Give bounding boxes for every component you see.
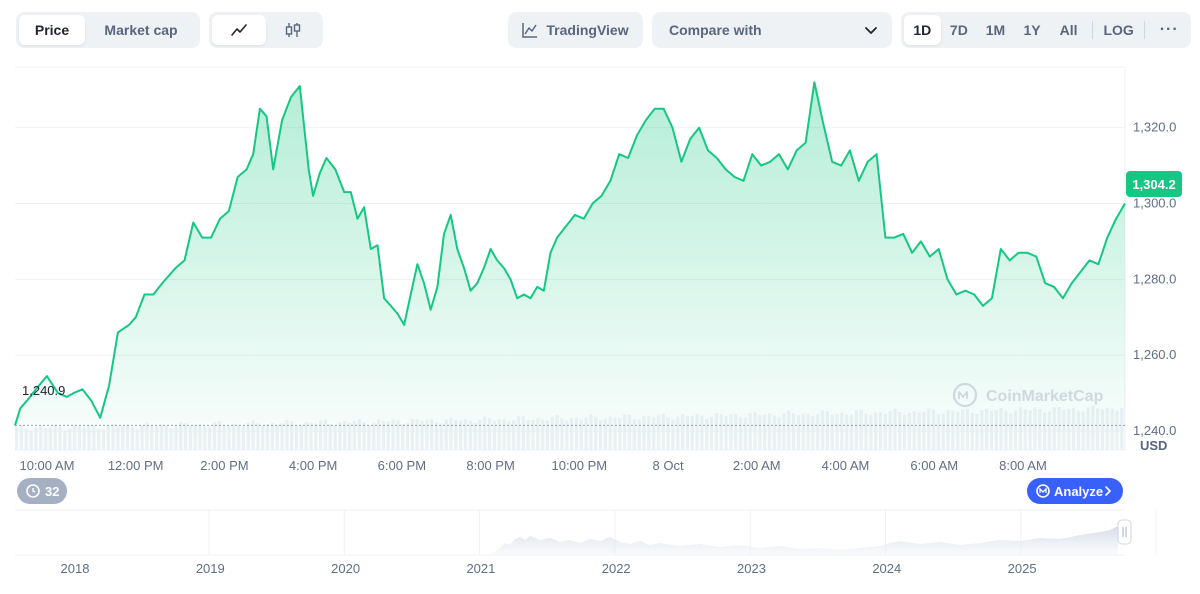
- events-badge[interactable]: 32: [17, 478, 67, 504]
- more-options-button[interactable]: ···: [1159, 21, 1179, 38]
- x-tick-label: 4:00 PM: [289, 458, 337, 473]
- history-year-label: 2020: [331, 561, 360, 576]
- price-marketcap-toggle: Price Market cap: [16, 12, 200, 48]
- x-tick-label: 6:00 PM: [378, 458, 426, 473]
- range-7d-button[interactable]: 7D: [949, 22, 968, 38]
- x-tick-label: 8:00 PM: [466, 458, 514, 473]
- x-tick-label: 2:00 AM: [733, 458, 781, 473]
- market-cap-tab[interactable]: Market cap: [104, 22, 178, 38]
- navigator-handle[interactable]: [1117, 519, 1132, 545]
- y-tick-label: 1,240.0: [1133, 423, 1176, 438]
- history-year-label: 2024: [872, 561, 901, 576]
- y-tick-label: 1,300.0: [1133, 196, 1176, 211]
- line-chart-button[interactable]: [212, 15, 266, 45]
- chevron-down-icon: [865, 27, 877, 34]
- y-tick-label: 1,320.0: [1133, 120, 1176, 135]
- tradingview-label: TradingView: [546, 22, 629, 38]
- y-tick-label: 1,260.0: [1133, 347, 1176, 362]
- y-tick-label: 1,280.0: [1133, 271, 1176, 286]
- x-tick-label: 12:00 PM: [108, 458, 164, 473]
- history-year-label: 2018: [61, 561, 90, 576]
- analyze-label: Analyze: [1054, 484, 1103, 499]
- tradingview-button[interactable]: TradingView: [508, 12, 643, 48]
- history-navigator[interactable]: 2018 2019 2020 2021 2022 2023 2024 2025: [15, 509, 1157, 576]
- range-1y-button[interactable]: 1Y: [1023, 22, 1041, 38]
- x-tick-label: 10:00 AM: [19, 458, 74, 473]
- time-range-toggle: 1D 7D 1M 1Y All LOG ···: [901, 12, 1191, 48]
- current-price-badge: 1,304.2: [1126, 171, 1182, 197]
- analyze-button[interactable]: Analyze: [1027, 478, 1123, 504]
- coinmarketcap-logo-icon: [952, 382, 978, 408]
- history-year-label: 2023: [737, 561, 766, 576]
- chart-toolbar: Price Market cap TradingView Compare wit…: [0, 0, 1200, 60]
- coinmarketcap-watermark: CoinMarketCap: [952, 382, 1104, 408]
- history-clock-icon: [26, 484, 40, 498]
- currency-label: USD: [1140, 438, 1167, 453]
- x-tick-label: 4:00 AM: [822, 458, 870, 473]
- history-year-label: 2022: [602, 561, 631, 576]
- price-line: [14, 81, 1126, 426]
- chart-type-toggle: [209, 12, 323, 48]
- log-scale-button[interactable]: LOG: [1103, 22, 1134, 38]
- toolbar-divider: [1144, 21, 1146, 39]
- range-1m-button[interactable]: 1M: [985, 22, 1006, 38]
- chart-line-icon: [522, 23, 538, 38]
- x-tick-label: 8 Oct: [653, 458, 684, 473]
- price-tab[interactable]: Price: [19, 15, 85, 45]
- range-all-button[interactable]: All: [1059, 22, 1078, 38]
- x-tick-label: 8:00 AM: [999, 458, 1047, 473]
- open-price-label: 1,240.9: [22, 383, 65, 398]
- price-area-fill: [15, 82, 1125, 450]
- x-tick-label: 10:00 PM: [551, 458, 607, 473]
- current-price-value: 1,304.2: [1132, 177, 1175, 192]
- range-1d-button[interactable]: 1D: [904, 15, 941, 45]
- watermark-text: CoinMarketCap: [986, 388, 1104, 405]
- history-year-label: 2025: [1008, 561, 1037, 576]
- analyze-logo-icon: [1036, 484, 1050, 498]
- events-count: 32: [45, 484, 59, 499]
- history-area: [15, 526, 1118, 555]
- candlestick-icon: [285, 23, 301, 37]
- history-year-label: 2019: [196, 561, 225, 576]
- compare-with-label: Compare with: [669, 22, 762, 38]
- x-tick-label: 6:00 AM: [910, 458, 958, 473]
- line-chart-icon: [231, 24, 247, 36]
- x-tick-label: 2:00 PM: [200, 458, 248, 473]
- compare-with-dropdown[interactable]: Compare with: [652, 12, 892, 48]
- chevron-right-icon: [1105, 486, 1112, 496]
- history-year-label: 2021: [466, 561, 495, 576]
- toolbar-divider: [1091, 21, 1093, 39]
- candlestick-button[interactable]: [266, 15, 320, 45]
